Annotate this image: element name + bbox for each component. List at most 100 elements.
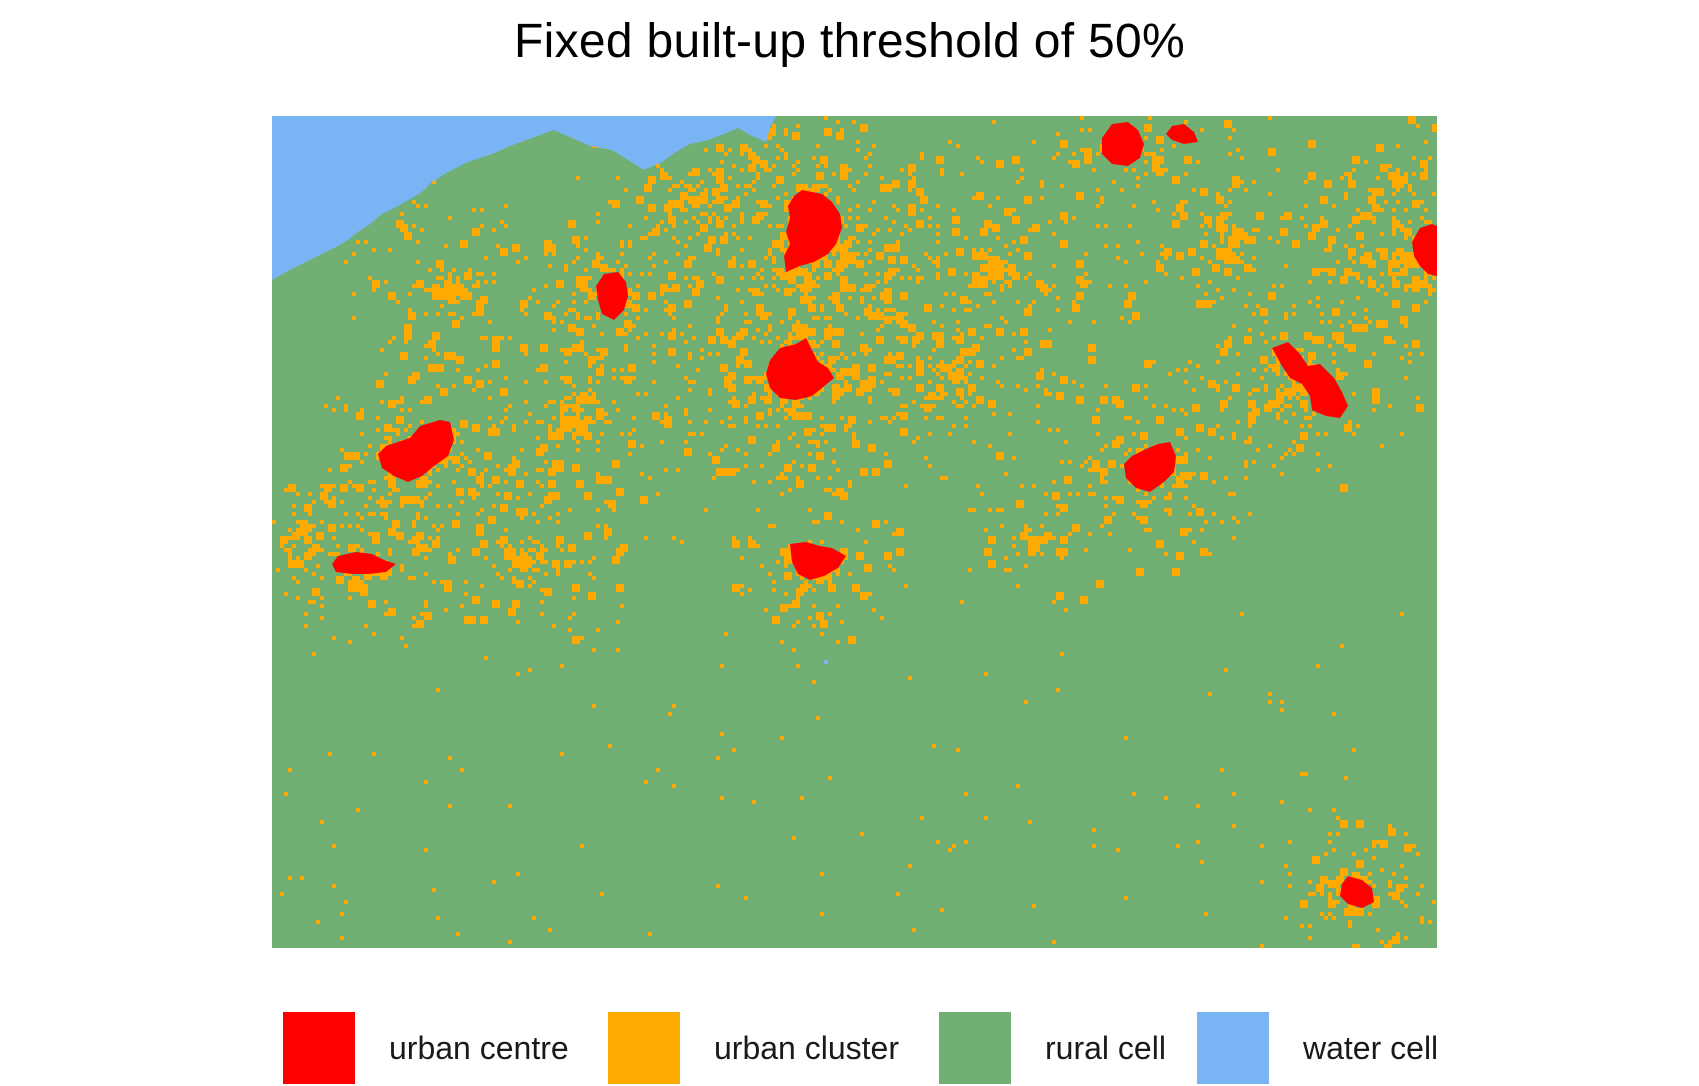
urban-cluster-cell [1368, 320, 1372, 324]
urban-cluster-cell [1044, 388, 1048, 392]
urban-cluster-cell [916, 220, 924, 228]
urban-cluster-cell [1292, 304, 1296, 308]
urban-cluster-cell [704, 188, 708, 192]
urban-cluster-cell [1264, 388, 1268, 392]
urban-cluster-cell [732, 372, 736, 376]
urban-cluster-cell [596, 348, 600, 352]
urban-cluster-cell [940, 416, 944, 420]
urban-cluster-cell [608, 500, 616, 508]
urban-cluster-cell [448, 552, 452, 556]
urban-cluster-cell [1076, 260, 1084, 268]
urban-cluster-cell [1136, 184, 1140, 188]
urban-cluster-cell [348, 544, 356, 552]
urban-cluster-cell [840, 352, 844, 356]
urban-cluster-cell [1396, 932, 1400, 936]
urban-cluster-cell [1216, 196, 1224, 204]
urban-cluster-cell [832, 292, 840, 300]
urban-cluster-cell [816, 344, 820, 348]
urban-cluster-cell [1352, 912, 1356, 916]
urban-cluster-cell [860, 832, 864, 836]
urban-cluster-cell [1204, 300, 1212, 308]
urban-cluster-cell [928, 364, 932, 368]
urban-cluster-cell [836, 572, 840, 576]
urban-cluster-cell [716, 352, 720, 356]
urban-cluster-cell [1232, 224, 1236, 228]
urban-cluster-cell [872, 384, 876, 388]
urban-cluster-cell [1304, 772, 1308, 776]
urban-cluster-cell [356, 580, 360, 584]
urban-cluster-cell [292, 532, 296, 536]
urban-cluster-cell [684, 300, 692, 308]
urban-cluster-cell [1248, 392, 1252, 396]
urban-cluster-cell [1400, 316, 1408, 324]
urban-cluster-cell [740, 592, 744, 596]
urban-cluster-cell [468, 268, 472, 272]
urban-cluster-cell [1124, 452, 1128, 456]
urban-cluster-cell [668, 200, 672, 204]
urban-cluster-cell [592, 592, 596, 596]
urban-cluster-cell [1420, 916, 1424, 920]
urban-cluster-cell [1220, 296, 1224, 300]
urban-cluster-cell [1064, 440, 1068, 444]
urban-cluster-cell [288, 484, 296, 492]
urban-cluster-cell [696, 276, 700, 280]
urban-cluster-cell [968, 300, 972, 304]
urban-cluster-cell [1172, 408, 1176, 412]
urban-cluster-cell [612, 200, 620, 208]
urban-cluster-cell [716, 296, 720, 300]
urban-cluster-cell [976, 484, 980, 488]
urban-cluster-cell [684, 276, 688, 280]
urban-cluster-cell [856, 240, 860, 244]
urban-cluster-cell [492, 336, 500, 344]
urban-cluster-cell [1284, 404, 1288, 408]
urban-cluster-cell [724, 196, 728, 200]
urban-cluster-cell [824, 164, 828, 168]
urban-cluster-cell [844, 424, 848, 428]
urban-cluster-cell [848, 484, 852, 488]
urban-cluster-cell [1124, 260, 1128, 264]
urban-cluster-cell [828, 324, 832, 328]
urban-cluster-cell [916, 276, 920, 280]
urban-cluster-cell [620, 368, 624, 372]
urban-cluster-cell [792, 132, 800, 140]
urban-cluster-cell [384, 600, 388, 604]
urban-cluster-cell [852, 436, 856, 440]
urban-cluster-cell [1300, 432, 1308, 440]
urban-cluster-cell [820, 352, 824, 356]
urban-cluster-cell [1328, 344, 1332, 348]
urban-cluster-cell [1388, 272, 1392, 276]
urban-cluster-cell [1344, 244, 1348, 248]
urban-cluster-cell [828, 356, 836, 364]
urban-cluster-cell [1320, 320, 1324, 324]
urban-cluster-cell [728, 260, 736, 268]
rural-background [272, 116, 1437, 948]
urban-cluster-cell [1216, 288, 1220, 292]
urban-cluster-cell [460, 768, 464, 772]
urban-cluster-cell [828, 584, 836, 592]
urban-cluster-cell [416, 544, 424, 552]
urban-cluster-cell [500, 504, 508, 512]
urban-cluster-cell [936, 264, 940, 268]
urban-cluster-cell [1228, 492, 1232, 496]
urban-cluster-cell [388, 436, 392, 440]
urban-cluster-cell [520, 516, 524, 520]
urban-cluster-cell [1228, 212, 1232, 216]
urban-cluster-cell [1028, 528, 1032, 532]
urban-cluster-cell [1052, 496, 1056, 500]
urban-cluster-cell [512, 580, 516, 584]
urban-cluster-cell [876, 228, 880, 232]
urban-cluster-cell [940, 324, 944, 328]
urban-cluster-cell [1140, 448, 1144, 452]
urban-cluster-cell [312, 572, 316, 576]
urban-cluster-cell [368, 496, 372, 500]
urban-cluster-cell [932, 404, 936, 408]
urban-cluster-cell [376, 552, 380, 556]
urban-cluster-cell [932, 744, 936, 748]
urban-cluster-cell [676, 396, 680, 400]
urban-cluster-cell [1288, 884, 1292, 888]
urban-cluster-cell [840, 260, 848, 268]
urban-cluster-cell [988, 292, 992, 296]
urban-cluster-cell [688, 188, 692, 192]
urban-cluster-cell [836, 568, 840, 572]
urban-cluster-cell [1236, 520, 1240, 524]
